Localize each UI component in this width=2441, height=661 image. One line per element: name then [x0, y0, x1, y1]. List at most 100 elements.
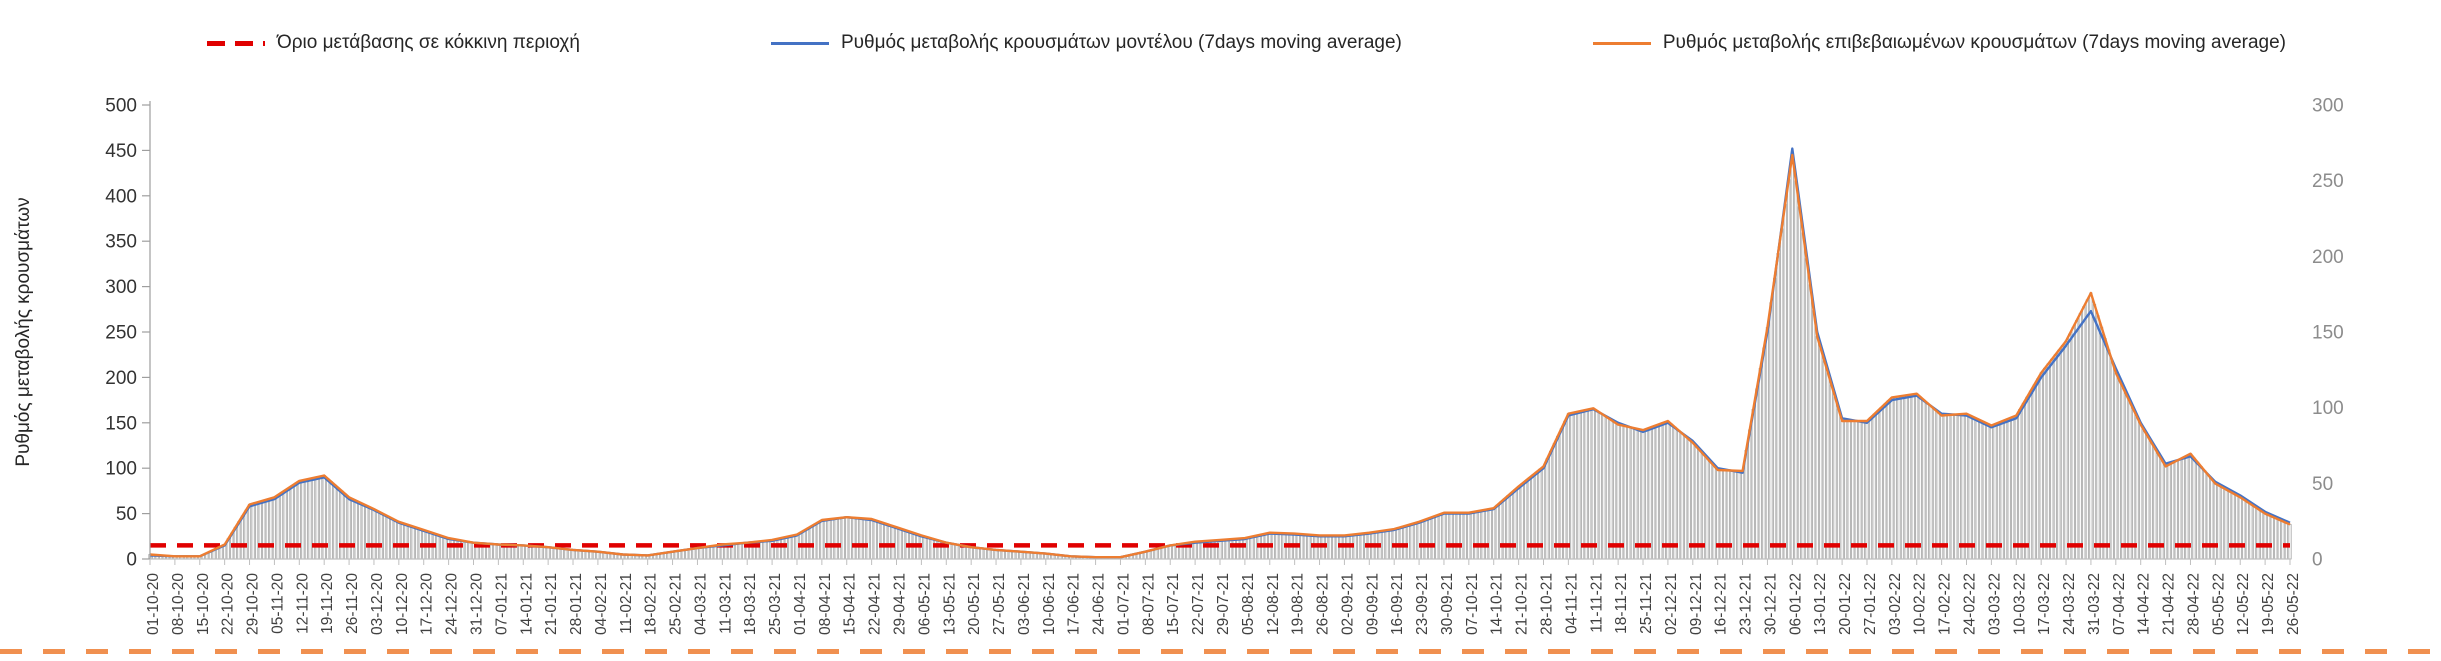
daily-bars: [148, 154, 2292, 560]
x-axis-label: 26-05-22: [2285, 573, 2302, 635]
x-axis-label: 17-06-21: [1066, 573, 1083, 635]
x-axis-label: 10-12-20: [394, 573, 411, 635]
x-axis: 01-10-20 08-10-20 15-10-20 22-10-20 29-10-20…: [145, 559, 2302, 635]
x-axis-label: 12-08-21: [1265, 573, 1282, 635]
right-axis-tick-label: 250: [2312, 171, 2344, 192]
x-axis-label: 11-11-21: [1588, 573, 1605, 633]
right-axis-tick-label: 200: [2312, 247, 2344, 268]
x-axis-label: 01-04-21: [792, 573, 809, 635]
x-axis-label: 29-04-21: [892, 573, 909, 635]
x-axis-label: 27-05-21: [991, 573, 1008, 635]
x-axis-label: 16-09-21: [1389, 573, 1406, 635]
x-axis-label: 03-12-20: [369, 573, 386, 635]
orange-line-sample: [1592, 41, 1651, 45]
x-axis-label: 28-10-21: [1538, 573, 1555, 635]
right-axis-tick-label: 50: [2312, 474, 2333, 495]
left-axis-tick-label: 450: [105, 141, 137, 162]
x-axis-label: 02-09-21: [1339, 573, 1356, 635]
x-axis-label: 31-03-22: [2086, 573, 2103, 635]
x-axis-label: 15-07-21: [1165, 573, 1182, 635]
x-axis-label: 08-07-21: [1140, 573, 1157, 635]
legend-item-confirmed: Ρυθμός μεταβολής επιβεβαιωμένων κρουσμάτ…: [1592, 32, 2286, 54]
x-axis-label: 10-06-21: [1041, 573, 1058, 635]
red-dashed-line-sample: [207, 40, 265, 46]
x-axis-label: 21-01-21: [543, 573, 560, 635]
x-axis-label: 14-04-22: [2136, 573, 2153, 635]
x-axis-label: 11-02-21: [618, 573, 635, 634]
left-axis-tick-label: 250: [105, 323, 137, 344]
legend-item-model: Ρυθμός μεταβολής κρουσμάτων μοντέλου (7d…: [770, 32, 1402, 54]
x-axis-label: 14-10-21: [1489, 573, 1506, 635]
x-axis-label: 24-02-22: [1962, 573, 1979, 635]
x-axis-label: 19-05-22: [2260, 573, 2277, 635]
x-axis-label: 10-02-22: [1912, 573, 1929, 635]
x-axis-label: 05-05-22: [2210, 573, 2227, 635]
x-axis-label: 30-12-21: [1762, 573, 1779, 635]
x-axis-label: 18-11-21: [1613, 573, 1630, 634]
left-axis-tick-label: 100: [105, 459, 137, 480]
right-axis-tick-label: 150: [2312, 323, 2344, 344]
x-axis-label: 14-01-21: [518, 573, 535, 635]
x-axis-label: 12-11-20: [294, 573, 311, 634]
left-axis-tick-label: 400: [105, 186, 137, 207]
x-axis-label: 18-03-21: [742, 573, 759, 635]
cropped-orange-row: [0, 649, 2441, 654]
x-axis-label: 22-07-21: [1190, 573, 1207, 635]
x-axis-label: 03-03-22: [1986, 573, 2003, 635]
x-axis-label: 13-01-22: [1812, 573, 1829, 635]
x-axis-label: 01-10-20: [145, 573, 162, 635]
x-axis-label: 06-01-22: [1787, 573, 1804, 635]
legend-label-confirmed: Ρυθμός μεταβολής επιβεβαιωμένων κρουσμάτ…: [1662, 32, 2286, 53]
x-axis-label: 24-06-21: [1091, 573, 1108, 635]
x-axis-label: 19-11-20: [319, 573, 336, 634]
legend-label-threshold: Όριο μετάβασης σε κόκκινη περιοχή: [277, 32, 580, 53]
x-axis-label: 22-04-21: [867, 573, 884, 635]
x-axis-label: 09-12-21: [1688, 573, 1705, 635]
x-axis-label: 05-08-21: [1240, 573, 1257, 635]
x-axis-label: 25-11-21: [1638, 573, 1655, 634]
confirmed-rate-line: [149, 153, 2291, 559]
right-axis-tick-label: 100: [2312, 398, 2344, 419]
legend-label-model: Ρυθμός μεταβολής κρουσμάτων μοντέλου (7d…: [840, 32, 1402, 53]
x-axis-label: 21-04-22: [2161, 573, 2178, 635]
x-axis-label: 15-04-21: [842, 573, 859, 635]
x-axis-label: 30-09-21: [1439, 573, 1456, 635]
x-axis-label: 07-04-22: [2111, 573, 2128, 635]
x-axis-label: 31-12-20: [468, 573, 485, 635]
blue-line-sample: [770, 41, 829, 45]
x-axis-label: 15-10-20: [195, 573, 212, 635]
x-axis-label: 09-09-21: [1364, 573, 1381, 635]
x-axis-label: 03-06-21: [1016, 573, 1033, 635]
x-axis-label: 07-01-21: [493, 573, 510, 635]
left-axis-tick-label: 150: [105, 413, 137, 434]
x-axis-label: 22-10-20: [220, 573, 237, 635]
left-axis-tick-label: 0: [126, 550, 137, 571]
left-axis-tick-label: 350: [105, 232, 137, 253]
x-axis-label: 26-08-21: [1315, 573, 1332, 635]
left-axis-tick-label: 300: [105, 277, 137, 298]
legend-item-threshold: Όριο μετάβασης σε κόκκινη περιοχή: [207, 32, 580, 54]
left-axis-tick-label: 50: [116, 504, 137, 525]
x-axis-label: 18-02-21: [643, 573, 660, 635]
x-axis-label: 28-04-22: [2185, 573, 2202, 635]
left-axis-tick-label: 500: [105, 96, 137, 117]
x-axis-label: 20-05-21: [966, 573, 983, 635]
x-axis-label: 12-05-22: [2235, 573, 2252, 635]
x-axis-label: 19-08-21: [1290, 573, 1307, 635]
x-axis-label: 08-04-21: [817, 573, 834, 635]
x-axis-label: 10-03-22: [2011, 573, 2028, 635]
x-axis-label: 25-03-21: [767, 573, 784, 635]
x-axis-label: 24-03-22: [2061, 573, 2078, 635]
x-axis-label: 07-10-21: [1464, 573, 1481, 635]
x-axis-label: 05-11-20: [269, 573, 286, 634]
x-axis-label: 17-12-20: [419, 573, 436, 635]
x-axis-label: 23-12-21: [1738, 573, 1755, 635]
x-axis-label: 13-05-21: [941, 573, 958, 635]
x-axis-label: 11-03-21: [717, 573, 734, 634]
x-axis-label: 29-10-20: [245, 573, 262, 635]
x-axis-label: 20-01-22: [1837, 573, 1854, 635]
x-axis-label: 04-03-21: [692, 573, 709, 635]
x-axis-label: 27-01-22: [1862, 573, 1879, 635]
